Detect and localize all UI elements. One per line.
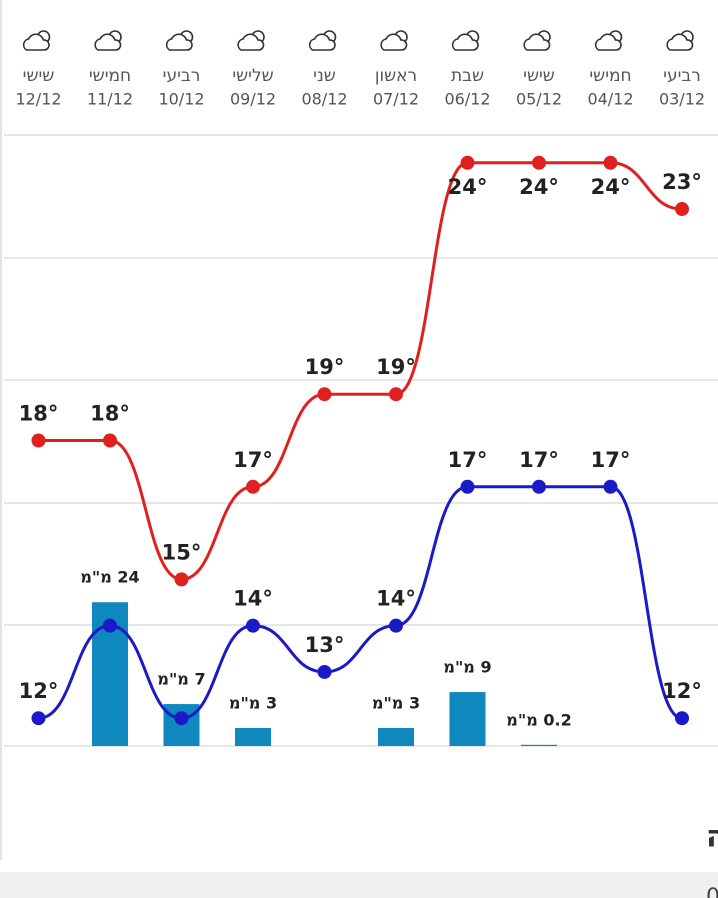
temp-label: 14°	[376, 587, 416, 611]
temp-label: 14°	[233, 587, 273, 611]
temp-label: 24°	[519, 175, 559, 199]
day-name: רביעי	[163, 66, 201, 86]
temp-point	[174, 711, 189, 726]
subheader[interactable]: ▼ תחזית שעתית ליום רביעי 03/12	[706, 885, 718, 898]
rain-bar	[449, 692, 486, 746]
day-name: שישי	[23, 66, 55, 86]
temp-label: 18°	[19, 402, 59, 426]
date: 07/12	[373, 90, 419, 109]
temp-label: 19°	[305, 355, 345, 379]
temp-point	[103, 433, 117, 448]
rain-label: 3 מ"מ	[372, 694, 420, 713]
temp-point	[675, 711, 689, 726]
temp-point	[317, 387, 332, 402]
temp-point	[603, 479, 618, 494]
day-name: חמישי	[89, 66, 131, 86]
weather-icon	[594, 30, 623, 51]
temp-point	[246, 618, 260, 633]
weather-icon	[237, 30, 265, 51]
weather-icon	[94, 30, 122, 51]
icon-cloud	[308, 33, 336, 51]
temp-label: 17°	[591, 448, 631, 472]
date: 04/12	[587, 90, 633, 109]
weather-icon	[380, 30, 408, 51]
rain-bar	[235, 728, 271, 746]
weather-icon	[451, 30, 480, 51]
temp-label: 17°	[519, 448, 559, 472]
date: 12/12	[15, 90, 61, 109]
temp-point	[389, 618, 403, 633]
rain-label: 0.2 מ"מ	[506, 710, 571, 729]
temp-point	[246, 479, 260, 494]
icon-cloud	[523, 33, 551, 51]
date: 08/12	[301, 90, 347, 109]
temp-label: 19°	[376, 355, 416, 379]
temp-label: 24°	[448, 175, 488, 199]
rain-label: 7 מ"מ	[157, 670, 205, 689]
temp-point	[460, 155, 475, 170]
temp-point	[460, 479, 475, 494]
temp-line	[38, 485, 683, 720]
temp-point	[389, 387, 403, 402]
temp-label: 24°	[591, 175, 631, 199]
weather-icon	[165, 30, 194, 51]
day-name: שני	[313, 66, 336, 86]
rain-label: 9 מ"מ	[443, 658, 491, 677]
temp-point	[103, 618, 117, 633]
rain-bar	[378, 728, 414, 746]
temp-label: 12°	[19, 679, 59, 703]
icon-cloud	[165, 33, 193, 51]
weather-icon	[22, 30, 51, 51]
temp-label: 15°	[162, 540, 202, 564]
date: 10/12	[158, 90, 204, 109]
temp-point	[317, 664, 332, 679]
rain-label: 3 מ"מ	[229, 694, 277, 713]
icon-cloud	[594, 33, 622, 51]
date: 05/12	[516, 90, 562, 109]
temp-point	[31, 433, 46, 448]
rain-label: 24 מ"מ	[80, 568, 139, 587]
day-name: רביעי	[663, 66, 701, 86]
icon-cloud	[94, 33, 122, 51]
weather-icon	[523, 30, 551, 51]
day-name: שישי	[523, 66, 555, 86]
icon-cloud	[22, 33, 50, 51]
weather-icon	[308, 30, 337, 51]
temp-label: 12°	[662, 679, 702, 703]
section-title: מזג אוויר שעתי חיפה	[706, 820, 718, 855]
icon-cloud	[666, 33, 694, 51]
temp-point	[174, 572, 189, 587]
temp-point	[675, 202, 689, 217]
temp-line	[38, 161, 683, 581]
subheader-bar[interactable]	[0, 872, 718, 898]
temp-label: 17°	[448, 448, 488, 472]
temp-label: 23°	[662, 170, 702, 194]
temp-point	[532, 155, 546, 170]
date: 09/12	[230, 90, 276, 109]
temp-label: 18°	[90, 402, 130, 426]
icon-cloud	[451, 33, 479, 51]
temp-point	[603, 155, 618, 170]
date: 11/12	[87, 90, 133, 109]
day-name: ראשון	[375, 66, 417, 86]
icon-cloud	[237, 33, 265, 51]
temp-point	[532, 479, 546, 494]
temp-label: 13°	[305, 633, 345, 657]
day-name: שבת	[451, 66, 484, 86]
temp-label: 17°	[233, 448, 273, 472]
temp-point	[31, 711, 46, 726]
weather-icon	[666, 30, 694, 51]
rain-bar	[521, 744, 557, 746]
date: 03/12	[659, 90, 705, 109]
day-name: חמישי	[589, 66, 631, 86]
date: 06/12	[444, 90, 490, 109]
icon-cloud	[380, 33, 408, 51]
day-name: שלישי	[232, 66, 273, 86]
